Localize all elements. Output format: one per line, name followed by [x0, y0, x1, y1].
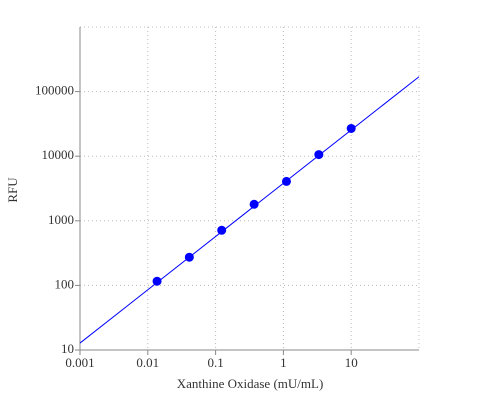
- data-point: [346, 123, 356, 133]
- x-tick-label: 10: [345, 355, 358, 370]
- x-tick-label: 0.1: [207, 355, 223, 370]
- y-tick-label: 10000: [42, 147, 75, 162]
- data-point: [249, 199, 259, 209]
- x-tick-label: 1: [280, 355, 287, 370]
- x-axis-label: Xanthine Oxidase (mU/mL): [177, 376, 324, 391]
- data-point: [184, 252, 194, 262]
- x-tick-label: 0.01: [136, 355, 159, 370]
- y-tick-label: 10: [61, 341, 74, 356]
- data-point: [152, 276, 162, 286]
- y-tick-label: 1000: [48, 212, 74, 227]
- y-axis-label: RFU: [5, 177, 20, 203]
- x-tick-label: 0.001: [65, 355, 94, 370]
- y-tick-label: 100: [55, 276, 75, 291]
- y-tick-label: 100000: [35, 83, 74, 98]
- data-point: [314, 150, 324, 160]
- data-point: [217, 225, 227, 235]
- data-point: [281, 176, 291, 186]
- fit-line: [79, 76, 420, 344]
